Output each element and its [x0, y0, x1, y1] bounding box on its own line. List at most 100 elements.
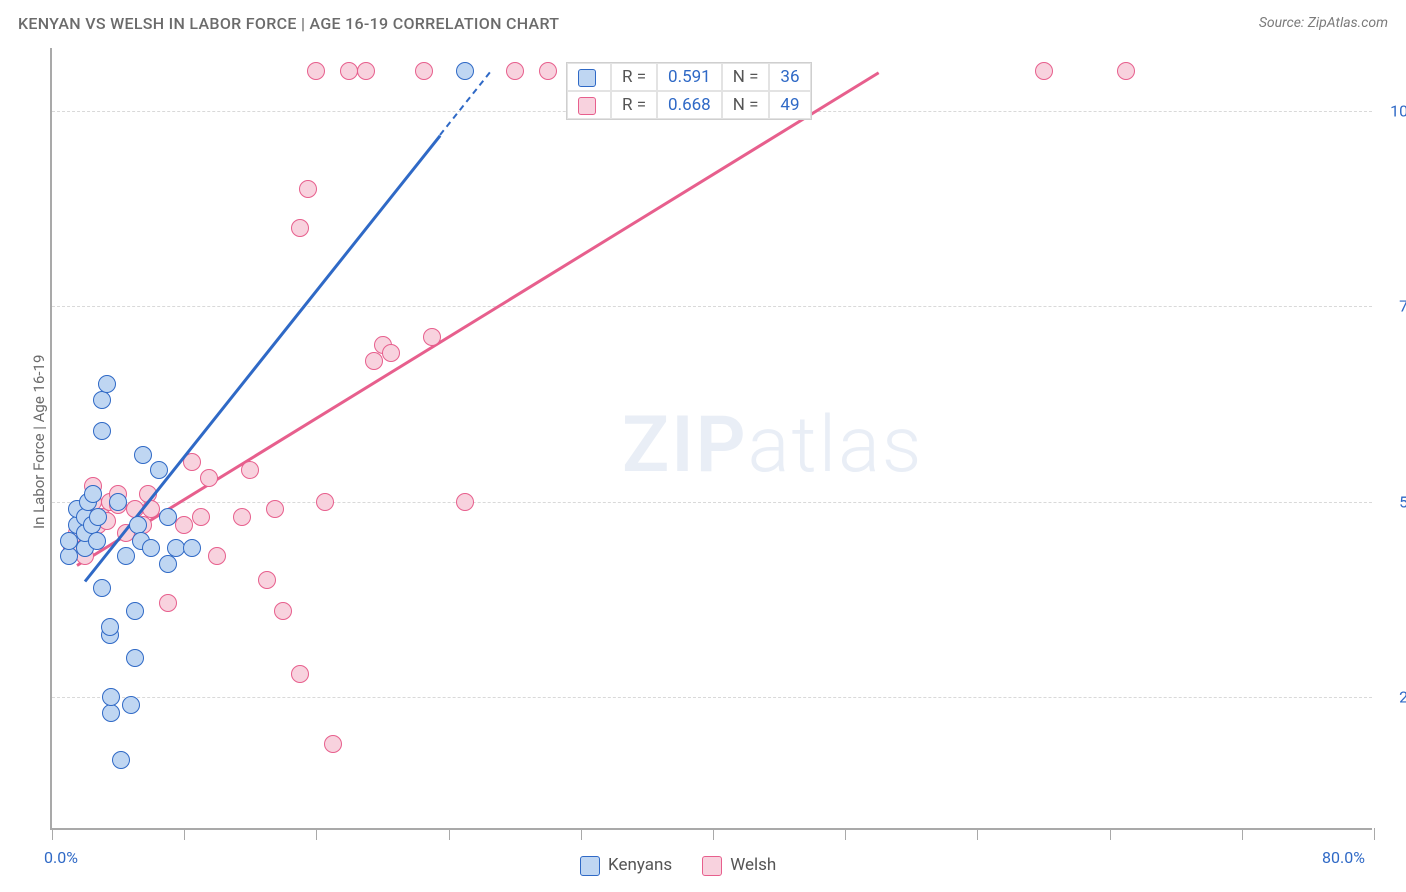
correlation-stats-box: R =0.591N =36R =0.668N =49 — [566, 62, 812, 120]
legend-label: Kenyans — [608, 855, 672, 875]
series-swatch-icon — [578, 97, 596, 115]
x-tick — [581, 828, 582, 840]
data-point — [117, 547, 135, 565]
data-point — [233, 508, 251, 526]
x-tick — [1242, 828, 1243, 840]
legend-item: Kenyans — [580, 855, 672, 876]
chart-title: KENYAN VS WELSH IN LABOR FORCE | AGE 16-… — [18, 14, 559, 33]
legend-label: Welsh — [730, 855, 776, 875]
y-axis-title: In Labor Force | Age 16-19 — [30, 355, 48, 529]
x-tick — [449, 828, 450, 840]
data-point — [192, 508, 210, 526]
data-point — [159, 594, 177, 612]
data-point — [506, 62, 524, 80]
data-point — [60, 547, 78, 565]
data-point — [167, 539, 185, 557]
watermark: ZIPatlas — [622, 400, 923, 491]
x-tick — [184, 828, 185, 840]
data-point — [415, 62, 433, 80]
stats-n-label: N = — [722, 63, 770, 91]
y-tick-label: 50.0% — [1382, 492, 1406, 511]
data-point — [88, 532, 106, 550]
stats-n-label: N = — [722, 91, 770, 119]
data-point — [299, 180, 317, 198]
legend-item: Welsh — [702, 855, 776, 876]
data-point — [126, 602, 144, 620]
data-point — [539, 62, 557, 80]
data-point — [423, 328, 441, 346]
header-bar: KENYAN VS WELSH IN LABOR FORCE | AGE 16-… — [0, 0, 1406, 38]
data-point — [266, 500, 284, 518]
data-point — [126, 649, 144, 667]
data-point — [60, 532, 78, 550]
data-point — [291, 219, 309, 237]
data-point — [159, 508, 177, 526]
data-point — [1035, 62, 1053, 80]
y-tick-label: 100.0% — [1382, 101, 1406, 120]
data-point — [456, 493, 474, 511]
data-point — [357, 62, 375, 80]
stats-n-value: 49 — [769, 91, 810, 119]
stats-row: R =0.668N =49 — [567, 91, 811, 119]
data-point — [93, 422, 111, 440]
data-point — [98, 375, 116, 393]
trend-line — [440, 72, 491, 135]
data-point — [102, 704, 120, 722]
data-point — [183, 539, 201, 557]
legend-swatch-icon — [702, 856, 722, 876]
x-tick — [1374, 828, 1375, 840]
data-point — [382, 344, 400, 362]
stats-r-label: R = — [611, 63, 657, 91]
stats-n-value: 36 — [769, 63, 810, 91]
data-point — [89, 508, 107, 526]
data-point — [102, 688, 120, 706]
data-point — [456, 62, 474, 80]
x-tick — [316, 828, 317, 840]
data-point — [316, 493, 334, 511]
gridline — [52, 697, 1372, 698]
legend: Kenyans Welsh — [580, 855, 776, 876]
stats-r-label: R = — [611, 91, 657, 119]
stats-r-value: 0.591 — [657, 63, 722, 91]
x-axis-max-label: 80.0% — [1322, 848, 1365, 867]
data-point — [324, 735, 342, 753]
data-point — [208, 547, 226, 565]
data-point — [1117, 62, 1135, 80]
x-tick — [1110, 828, 1111, 840]
data-point — [150, 461, 168, 479]
data-point — [101, 618, 119, 636]
y-tick-label: 75.0% — [1382, 297, 1406, 316]
data-point — [200, 469, 218, 487]
gridline — [52, 502, 1372, 503]
data-point — [122, 696, 140, 714]
x-axis-min-label: 0.0% — [44, 848, 78, 867]
legend-swatch-icon — [580, 856, 600, 876]
data-point — [274, 602, 292, 620]
series-swatch-icon — [578, 69, 596, 87]
data-point — [258, 571, 276, 589]
y-tick-label: 25.0% — [1382, 688, 1406, 707]
x-tick — [52, 828, 53, 840]
data-point — [241, 461, 259, 479]
x-tick — [713, 828, 714, 840]
data-point — [142, 539, 160, 557]
data-point — [307, 62, 325, 80]
source-attribution: Source: ZipAtlas.com — [1259, 15, 1388, 31]
trend-line — [76, 72, 879, 567]
data-point — [175, 516, 193, 534]
data-point — [340, 62, 358, 80]
plot-area: ZIPatlas 25.0%50.0%75.0%100.0% — [50, 48, 1372, 830]
data-point — [291, 665, 309, 683]
stats-r-value: 0.668 — [657, 91, 722, 119]
data-point — [109, 493, 127, 511]
x-tick — [977, 828, 978, 840]
data-point — [365, 352, 383, 370]
stats-swatch-cell — [567, 63, 611, 91]
data-point — [84, 485, 102, 503]
stats-row: R =0.591N =36 — [567, 63, 811, 91]
chart-container: KENYAN VS WELSH IN LABOR FORCE | AGE 16-… — [0, 0, 1406, 892]
gridline — [52, 306, 1372, 307]
data-point — [134, 446, 152, 464]
data-point — [93, 391, 111, 409]
data-point — [159, 555, 177, 573]
